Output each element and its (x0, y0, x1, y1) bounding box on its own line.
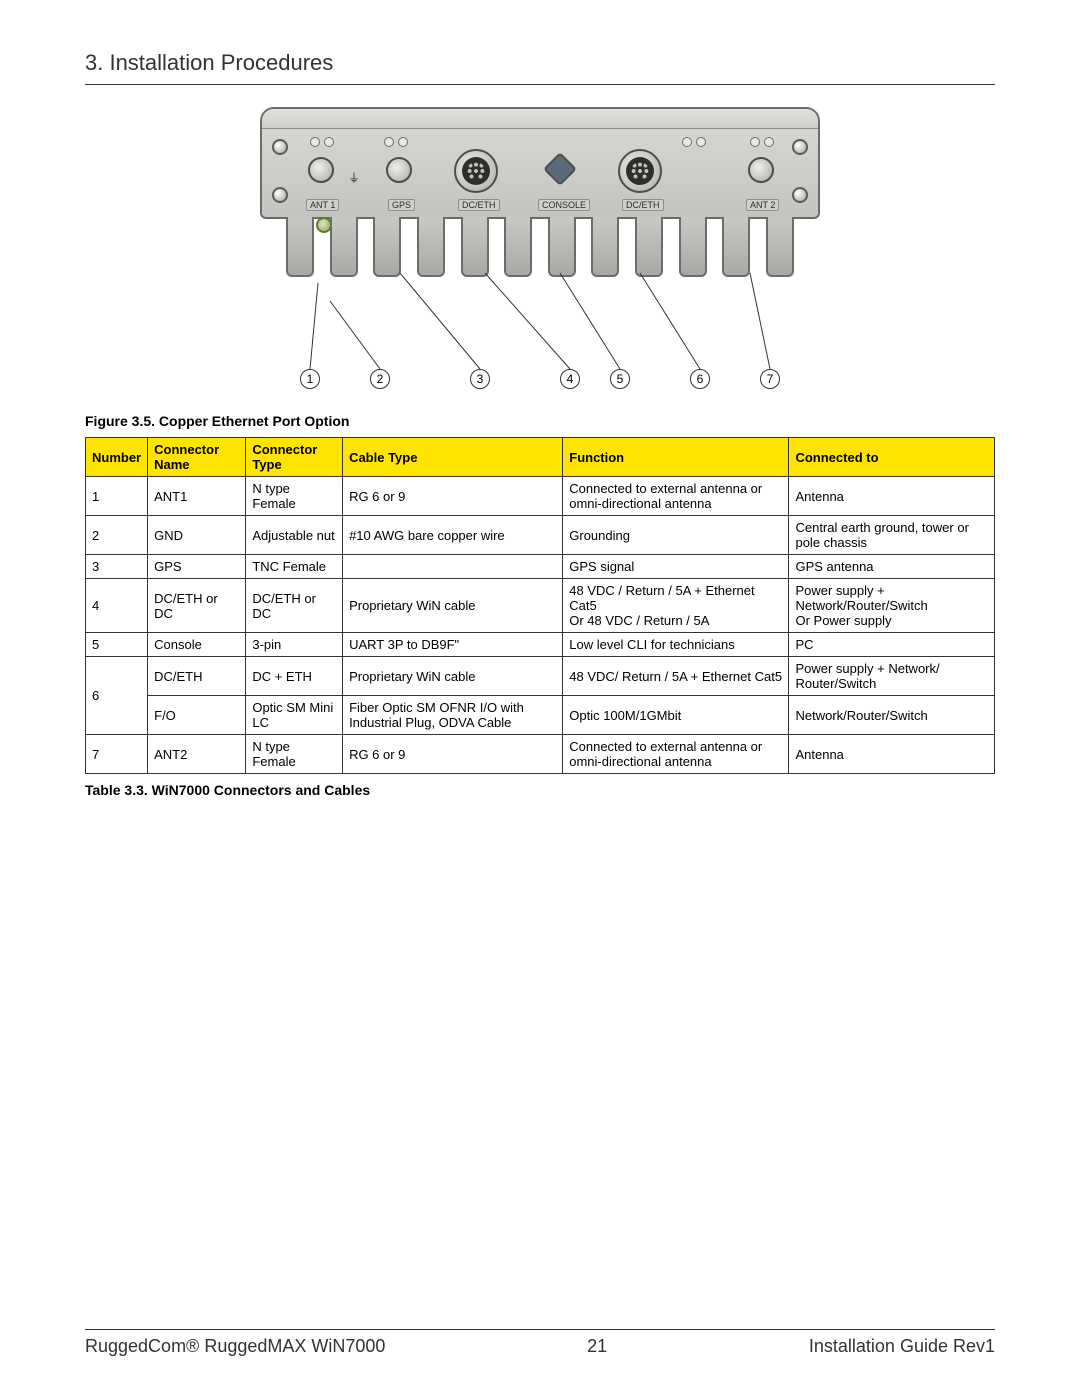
callout-number: 5 (610, 369, 630, 389)
table-cell: Proprietary WiN cable (343, 657, 563, 696)
th-name: Connector Name (148, 438, 246, 477)
callout-number: 1 (300, 369, 320, 389)
table-cell: TNC Female (246, 555, 343, 579)
footer-right: Installation Guide Rev1 (809, 1336, 995, 1357)
th-to: Connected to (789, 438, 995, 477)
page-footer: RuggedCom® RuggedMAX WiN7000 21 Installa… (85, 1336, 995, 1357)
section-title: 3. Installation Procedures (85, 50, 995, 76)
table-header-row: Number Connector Name Connector Type Cab… (86, 438, 995, 477)
table-row: 6DC/ETHDC + ETHProprietary WiN cable48 V… (86, 657, 995, 696)
table-row: 4DC/ETH or DCDC/ETH or DCProprietary WiN… (86, 579, 995, 633)
table-cell: Optic SM Mini LC (246, 696, 343, 735)
table-cell: DC/ETH or DC (246, 579, 343, 633)
table-cell: Proprietary WiN cable (343, 579, 563, 633)
callout-number: 3 (470, 369, 490, 389)
footer-center: 21 (587, 1336, 607, 1357)
table-row: 1ANT1N type FemaleRG 6 or 9Connected to … (86, 477, 995, 516)
callout-number: 7 (760, 369, 780, 389)
table-cell: Connected to external antenna or omni-di… (563, 477, 789, 516)
table-cell: F/O (148, 696, 246, 735)
connector-ant2 (748, 157, 774, 183)
table-cell: 48 VDC / Return / 5A + Ethernet Cat5 Or … (563, 579, 789, 633)
table-cell: GPS (148, 555, 246, 579)
connector-gps (386, 157, 412, 183)
table-cell: Low level CLI for technicians (563, 633, 789, 657)
table-cell: 4 (86, 579, 148, 633)
table-cell: DC/ETH or DC (148, 579, 246, 633)
table-cell: RG 6 or 9 (343, 735, 563, 774)
connector-dceth-right (618, 149, 662, 193)
table-cell: ANT1 (148, 477, 246, 516)
table-cell: Optic 100M/1GMbit (563, 696, 789, 735)
table-cell: Antenna (789, 477, 995, 516)
table-cell: Grounding (563, 516, 789, 555)
table-row: 5Console3-pinUART 3P to DB9F"Low level C… (86, 633, 995, 657)
table-cell (343, 555, 563, 579)
callout-lines: 1 2 3 4 5 6 7 (260, 273, 820, 393)
table-cell: Central earth ground, tower or pole chas… (789, 516, 995, 555)
table-cell: GPS signal (563, 555, 789, 579)
callout-number: 4 (560, 369, 580, 389)
port-label-gps: GPS (388, 199, 415, 211)
device-diagram: ANT 1 ⏚ GPS DC/ETH CONSOLE DC/ETH ANT 2 … (260, 107, 820, 393)
callout-number: 6 (690, 369, 710, 389)
connector-console (543, 152, 577, 186)
table-cell: GPS antenna (789, 555, 995, 579)
port-label-ant1: ANT 1 (306, 199, 339, 211)
th-number: Number (86, 438, 148, 477)
table-cell: #10 AWG bare copper wire (343, 516, 563, 555)
table-cell: GND (148, 516, 246, 555)
ground-icon: ⏚ (348, 169, 360, 186)
table-cell: Fiber Optic SM OFNR I/O with Industrial … (343, 696, 563, 735)
table-cell: RG 6 or 9 (343, 477, 563, 516)
footer-left: RuggedCom® RuggedMAX WiN7000 (85, 1336, 385, 1357)
connector-ant1 (308, 157, 334, 183)
port-label-dceth-l: DC/ETH (458, 199, 500, 211)
table-cell: N type Female (246, 735, 343, 774)
table-cell: 5 (86, 633, 148, 657)
connectors-table: Number Connector Name Connector Type Cab… (85, 437, 995, 774)
table-cell: 2 (86, 516, 148, 555)
figure-caption: Figure 3.5. Copper Ethernet Port Option (85, 413, 995, 429)
table-row: F/OOptic SM Mini LCFiber Optic SM OFNR I… (86, 696, 995, 735)
th-cable: Cable Type (343, 438, 563, 477)
table-cell: N type Female (246, 477, 343, 516)
divider-top (85, 84, 995, 85)
table-cell: 3-pin (246, 633, 343, 657)
table-cell: ANT2 (148, 735, 246, 774)
th-func: Function (563, 438, 789, 477)
table-cell: PC (789, 633, 995, 657)
connector-dceth-left (454, 149, 498, 193)
table-cell: UART 3P to DB9F" (343, 633, 563, 657)
table-cell: Power supply + Network/ Router/Switch (789, 657, 995, 696)
callout-number: 2 (370, 369, 390, 389)
port-label-ant2: ANT 2 (746, 199, 779, 211)
table-cell: Power supply + Network/Router/Switch Or … (789, 579, 995, 633)
th-type: Connector Type (246, 438, 343, 477)
table-row: 2GNDAdjustable nut#10 AWG bare copper wi… (86, 516, 995, 555)
port-label-console: CONSOLE (538, 199, 590, 211)
table-cell: Network/Router/Switch (789, 696, 995, 735)
table-cell: 1 (86, 477, 148, 516)
table-cell: Antenna (789, 735, 995, 774)
table-cell: 6 (86, 657, 148, 735)
table-cell: 7 (86, 735, 148, 774)
table-cell: 3 (86, 555, 148, 579)
table-cell: Console (148, 633, 246, 657)
table-cell: Adjustable nut (246, 516, 343, 555)
table-cell: Connected to external antenna or omni-di… (563, 735, 789, 774)
table-row: 3GPSTNC Female GPS signalGPS antenna (86, 555, 995, 579)
table-cell: DC/ETH (148, 657, 246, 696)
table-caption: Table 3.3. WiN7000 Connectors and Cables (85, 782, 995, 798)
port-label-dceth-r: DC/ETH (622, 199, 664, 211)
table-row: 7ANT2N type FemaleRG 6 or 9Connected to … (86, 735, 995, 774)
table-cell: DC + ETH (246, 657, 343, 696)
table-cell: 48 VDC/ Return / 5A + Ethernet Cat5 (563, 657, 789, 696)
divider-bottom (85, 1329, 995, 1330)
